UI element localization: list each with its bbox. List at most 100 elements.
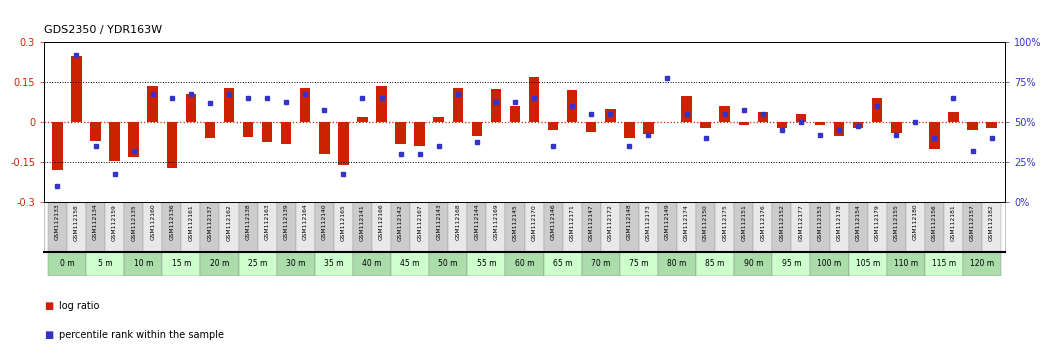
Bar (128, 122, 138, 157)
Text: GSM112169: GSM112169 (493, 204, 498, 240)
Text: GSM112133: GSM112133 (55, 204, 60, 240)
Text: GSM112165: GSM112165 (341, 204, 346, 241)
Bar (467, 252, 506, 276)
Bar (181, 202, 200, 252)
Text: GSM112148: GSM112148 (627, 204, 631, 240)
Bar (358, 117, 368, 122)
Bar (905, 202, 925, 252)
Text: GSM112171: GSM112171 (570, 204, 575, 241)
Text: GSM112147: GSM112147 (588, 204, 594, 241)
Text: GSM112164: GSM112164 (303, 204, 307, 240)
Bar (242, 122, 253, 137)
Text: 65 m: 65 m (553, 259, 573, 268)
Bar (796, 114, 807, 122)
Bar (163, 252, 200, 276)
Text: 5 m: 5 m (98, 259, 112, 268)
Bar (467, 202, 487, 252)
Bar (925, 202, 944, 252)
Text: 20 m: 20 m (210, 259, 229, 268)
Bar (487, 202, 506, 252)
Bar (772, 252, 811, 276)
Bar (548, 122, 558, 130)
Bar (701, 122, 711, 128)
Bar (891, 122, 901, 133)
Text: GSM112170: GSM112170 (532, 204, 536, 241)
Bar (967, 122, 978, 130)
Bar (334, 202, 352, 252)
Text: GSM112180: GSM112180 (913, 204, 918, 240)
Bar (144, 202, 163, 252)
Bar (377, 86, 387, 122)
Bar (753, 202, 772, 252)
Bar (372, 202, 391, 252)
Text: 95 m: 95 m (782, 259, 801, 268)
Bar (433, 117, 444, 122)
Bar (105, 202, 124, 252)
Text: GSM112159: GSM112159 (112, 204, 117, 241)
Bar (734, 202, 753, 252)
Bar (815, 122, 826, 125)
Text: 25 m: 25 m (248, 259, 267, 268)
Text: GSM112139: GSM112139 (283, 204, 288, 240)
Text: GSM112149: GSM112149 (665, 204, 670, 240)
Bar (296, 202, 315, 252)
Text: 85 m: 85 m (706, 259, 725, 268)
Bar (543, 252, 582, 276)
Text: GSM112172: GSM112172 (607, 204, 613, 241)
Text: GSM112167: GSM112167 (418, 204, 422, 241)
Bar (734, 252, 772, 276)
Bar (258, 202, 277, 252)
Text: 80 m: 80 m (667, 259, 687, 268)
Bar (849, 202, 868, 252)
Text: GSM112163: GSM112163 (264, 204, 270, 240)
Text: 0 m: 0 m (60, 259, 74, 268)
Bar (186, 95, 196, 122)
Text: 60 m: 60 m (515, 259, 534, 268)
Bar (948, 112, 959, 122)
Bar (200, 252, 238, 276)
Bar (620, 252, 658, 276)
Text: GSM112155: GSM112155 (894, 204, 899, 241)
Bar (872, 98, 882, 122)
Text: GSM112182: GSM112182 (989, 204, 994, 241)
Bar (506, 202, 524, 252)
Bar (963, 252, 1001, 276)
Text: GSM112142: GSM112142 (398, 204, 403, 241)
Text: ■: ■ (44, 330, 53, 339)
Text: 90 m: 90 m (744, 259, 763, 268)
Text: GSM112150: GSM112150 (703, 204, 708, 241)
Bar (395, 122, 406, 144)
Bar (67, 202, 86, 252)
Bar (658, 202, 677, 252)
Text: GSM112174: GSM112174 (684, 204, 689, 241)
Bar (262, 122, 273, 142)
Bar (448, 202, 467, 252)
Text: GSM112143: GSM112143 (436, 204, 442, 240)
Text: log ratio: log ratio (59, 301, 99, 311)
Bar (163, 202, 181, 252)
Bar (429, 252, 467, 276)
Bar (929, 122, 940, 149)
Bar (982, 202, 1001, 252)
Bar (697, 202, 715, 252)
Bar (963, 202, 982, 252)
Bar (319, 122, 329, 154)
Text: GSM112138: GSM112138 (245, 204, 251, 240)
Text: GSM112140: GSM112140 (322, 204, 327, 240)
Bar (410, 202, 429, 252)
Bar (697, 252, 734, 276)
Bar (868, 202, 886, 252)
Bar (86, 202, 105, 252)
Bar (886, 252, 925, 276)
Text: GSM112141: GSM112141 (360, 204, 365, 241)
Text: GSM112145: GSM112145 (513, 204, 517, 241)
Bar (681, 96, 691, 122)
Bar (582, 202, 601, 252)
Bar (352, 202, 372, 252)
Bar (124, 202, 144, 252)
Text: 75 m: 75 m (629, 259, 648, 268)
Text: GSM112158: GSM112158 (74, 204, 79, 241)
Text: 15 m: 15 m (172, 259, 191, 268)
Text: 40 m: 40 m (362, 259, 382, 268)
Bar (391, 202, 410, 252)
